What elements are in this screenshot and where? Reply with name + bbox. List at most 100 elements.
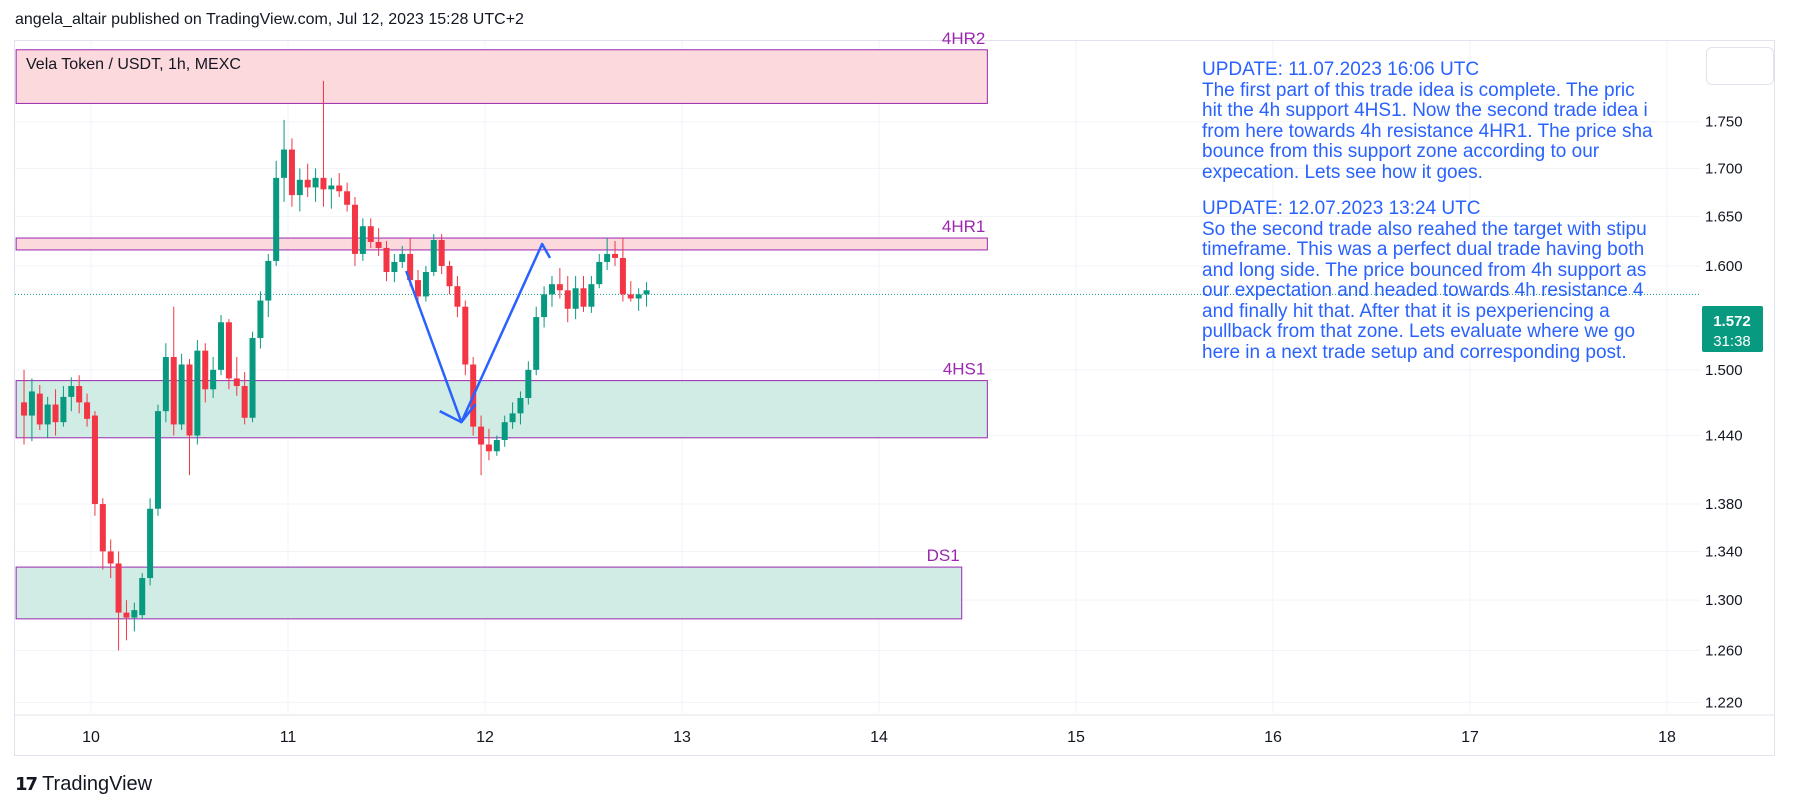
note-2-line: and finally hit that. After that it is p… bbox=[1202, 300, 1610, 322]
note-2-line: timeframe. This was a perfect dual trade… bbox=[1202, 239, 1645, 260]
zone-4hr1 bbox=[15, 237, 988, 251]
candle-body bbox=[612, 253, 619, 258]
candle-body bbox=[68, 386, 75, 397]
x-tick-label: 10 bbox=[82, 729, 100, 746]
candle-body bbox=[517, 397, 524, 414]
candle bbox=[643, 282, 650, 307]
y-tick-label: 1.700 bbox=[1705, 160, 1743, 177]
candle bbox=[249, 331, 256, 423]
candle bbox=[478, 415, 485, 476]
candle bbox=[588, 276, 595, 313]
price-axis[interactable]: 1.750 1.700 1.650 1.600 1.500 1.440 1.380 1.340… bbox=[1705, 114, 1743, 712]
time-axis[interactable]: 10 11 12 13 14 15 16 17 18 bbox=[15, 714, 1775, 746]
zone-4hr2 bbox=[15, 49, 988, 104]
candle-body bbox=[21, 402, 28, 416]
note-2-line: our expectation and headed towards 4h re… bbox=[1202, 280, 1644, 301]
x-tick-label: 14 bbox=[870, 729, 888, 746]
candle-body bbox=[588, 284, 595, 307]
candle-body bbox=[462, 306, 469, 365]
candle bbox=[430, 234, 437, 277]
tradingview-wordmark: TradingView bbox=[42, 773, 153, 795]
candle-body bbox=[202, 350, 209, 390]
candle-body bbox=[564, 290, 571, 309]
candle-body bbox=[430, 240, 437, 273]
note-2: UPDATE: 12.07.2023 13:24 UTC So the seco… bbox=[1202, 198, 1701, 363]
candle bbox=[273, 160, 280, 266]
chart-frame[interactable] bbox=[14, 40, 1775, 756]
y-tick-label: 1.500 bbox=[1705, 362, 1743, 379]
candle-body bbox=[533, 317, 540, 370]
note-1-line: bounce from this support zone according … bbox=[1202, 141, 1600, 162]
candle-body bbox=[154, 411, 161, 509]
candle-body bbox=[525, 369, 532, 398]
candle-body bbox=[84, 402, 91, 419]
tradingview-logo[interactable]: 17 TradingView bbox=[15, 773, 152, 796]
arrow-path bbox=[405, 242, 552, 424]
candle-body bbox=[391, 261, 398, 273]
candle-body bbox=[446, 265, 453, 287]
candle bbox=[281, 119, 288, 202]
x-tick-label: 13 bbox=[673, 729, 691, 746]
candle-body bbox=[170, 357, 177, 425]
candle bbox=[241, 371, 248, 425]
candle-body bbox=[218, 322, 225, 370]
candle bbox=[541, 286, 548, 328]
candle bbox=[296, 168, 303, 212]
zones: 4HR2 4HR1 4HS1 DS1 bbox=[15, 29, 988, 620]
candle bbox=[359, 218, 366, 261]
candle-body bbox=[541, 294, 548, 318]
candle-body bbox=[44, 404, 51, 425]
candle bbox=[493, 435, 500, 456]
candle bbox=[210, 357, 217, 398]
candle bbox=[44, 396, 51, 438]
y-tick-label: 1.750 bbox=[1705, 114, 1743, 131]
trade-notes: UPDATE: 11.07.2023 16:06 UTC The first p… bbox=[1202, 60, 1701, 379]
arrow-tail bbox=[460, 403, 477, 423]
candle-body bbox=[194, 350, 201, 436]
candle-body bbox=[485, 444, 492, 452]
candle bbox=[454, 276, 461, 318]
candle bbox=[635, 288, 642, 311]
candle bbox=[344, 182, 351, 212]
candle bbox=[580, 276, 587, 312]
candle bbox=[604, 238, 611, 270]
candle-body bbox=[131, 610, 138, 618]
candle bbox=[170, 306, 177, 436]
note-2-line: and long side. The price bounced from 4h… bbox=[1202, 259, 1647, 281]
toolbar-placeholder[interactable] bbox=[1706, 47, 1774, 85]
note-2-line: pullback from that zone. Lets evaluate w… bbox=[1202, 321, 1636, 342]
candle bbox=[572, 276, 579, 320]
candle-body bbox=[60, 396, 67, 423]
candle-body bbox=[548, 284, 555, 295]
candle-body bbox=[265, 260, 272, 301]
candle bbox=[351, 197, 358, 266]
candle bbox=[627, 281, 634, 302]
candle-body bbox=[76, 386, 83, 403]
candle bbox=[218, 314, 225, 376]
candle bbox=[36, 384, 43, 430]
note-1-line: The first part of this trade idea is com… bbox=[1202, 79, 1635, 101]
candle bbox=[375, 228, 382, 256]
candle bbox=[288, 138, 295, 207]
candle bbox=[233, 357, 240, 396]
note-2-header: UPDATE: 12.07.2023 13:24 UTC bbox=[1202, 198, 1481, 219]
candle-body bbox=[367, 226, 374, 242]
x-tick-label: 18 bbox=[1658, 729, 1676, 746]
candle-body bbox=[501, 422, 508, 441]
candle-body bbox=[115, 563, 122, 613]
note-2-line: here in a next trade setup and correspon… bbox=[1202, 341, 1627, 363]
candle bbox=[533, 306, 540, 376]
note-1: UPDATE: 11.07.2023 16:06 UTC The first p… bbox=[1202, 60, 1701, 183]
candle-body bbox=[407, 253, 414, 281]
note-1-line: from here towards 4h resistance 4HR1. Th… bbox=[1202, 120, 1653, 142]
x-tick-label: 12 bbox=[476, 729, 494, 746]
note-1-line: hit the 4h support 4HS1. Now the second … bbox=[1202, 100, 1648, 121]
y-tick-label: 1.440 bbox=[1705, 428, 1743, 445]
candle bbox=[548, 276, 555, 307]
candle-body bbox=[635, 294, 642, 299]
candle-body bbox=[383, 247, 390, 273]
candle bbox=[336, 173, 343, 198]
candle bbox=[107, 539, 114, 579]
candle-body bbox=[336, 185, 343, 192]
